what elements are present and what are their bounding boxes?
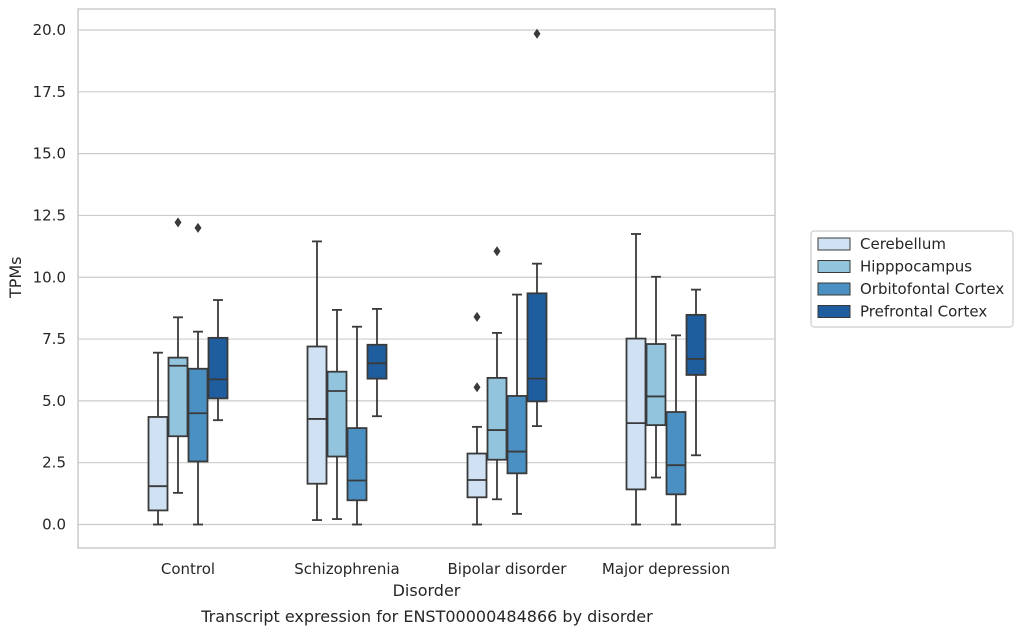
box-prefrontal-cortex <box>207 299 229 422</box>
x-tick-label: Major depression <box>602 560 730 578</box>
box-body <box>625 337 647 491</box>
box-body <box>526 292 548 403</box>
box-prefrontal-cortex <box>685 288 707 457</box>
y-axis-label: TPMs <box>6 256 25 299</box>
legend-label: Hipppocampus <box>860 258 972 276</box>
box-body <box>326 370 348 458</box>
y-tick-label: 10.0 <box>33 268 66 286</box>
box-body <box>346 427 368 502</box>
box-hipppocampus <box>167 217 189 494</box>
x-tick-label: Bipolar disorder <box>448 560 568 578</box>
box-body <box>685 313 707 376</box>
box-prefrontal-cortex <box>366 308 388 418</box>
box-cerebellum <box>625 233 647 526</box>
outlier-point <box>174 217 182 228</box>
outlier-point <box>533 28 541 39</box>
plot-frame <box>77 8 776 549</box>
box-hipppocampus <box>486 246 508 501</box>
legend-swatch <box>817 282 851 296</box>
box-body <box>207 336 229 400</box>
box-cerebellum <box>306 240 328 521</box>
legend-swatch <box>817 260 851 273</box>
box-body <box>506 395 528 475</box>
outlier-point <box>493 246 501 257</box>
box-hipppocampus <box>645 275 667 479</box>
legend-swatch <box>817 237 851 251</box>
legend-frame <box>810 230 1014 328</box>
box-body <box>187 367 209 463</box>
x-tick-labels: Control Schizophrenia Bipolar disorder Majo… <box>161 560 730 578</box>
box-hipppocampus <box>326 309 348 520</box>
box-orbitofontal-cortex <box>506 293 528 515</box>
x-tick-label: Control <box>161 560 215 578</box>
y-tick-label: 20.0 <box>33 21 66 39</box>
box-body <box>665 411 687 496</box>
box-prefrontal-cortex <box>526 28 548 428</box>
box-body <box>645 343 667 427</box>
y-tick-label: 7.5 <box>42 330 66 348</box>
box-body <box>306 345 328 485</box>
box-cerebellum <box>147 351 169 526</box>
legend-label: Orbitofontal Cortex <box>860 280 1004 298</box>
outlier-point <box>473 311 481 322</box>
box-orbitofontal-cortex <box>346 325 368 526</box>
boxes <box>147 28 707 526</box>
box-body <box>147 416 169 512</box>
y-tick-label: 17.5 <box>33 83 66 101</box>
box-cerebellum <box>466 311 488 526</box>
outlier-point <box>194 222 202 233</box>
y-tick-labels: 0.0 2.5 5.0 7.5 10.0 12.5 15.0 17.5 20.0 <box>33 21 66 533</box>
y-tick-label: 5.0 <box>42 392 66 410</box>
box-body <box>167 356 189 438</box>
y-tick-label: 12.5 <box>33 206 66 224</box>
y-tick-label: 0.0 <box>42 516 66 534</box>
x-axis-label: Disorder <box>393 581 461 600</box>
outlier-point <box>473 382 481 393</box>
y-tick-label: 2.5 <box>42 454 66 472</box>
box-body <box>466 452 488 499</box>
box-body <box>486 376 508 461</box>
x-tick-label: Schizophrenia <box>294 560 399 578</box>
box-orbitofontal-cortex <box>187 222 209 526</box>
legend-label: Cerebellum <box>860 235 946 253</box>
legend: Cerebellum Hipppocampus Orbitofontal Corte… <box>810 230 1014 328</box>
chart-caption: Transcript expression for ENST0000048486… <box>200 607 653 626</box>
legend-swatch <box>817 305 851 318</box>
box-body <box>366 343 388 380</box>
box-orbitofontal-cortex <box>665 334 687 526</box>
y-tick-label: 15.0 <box>33 145 66 163</box>
legend-label: Prefrontal Cortex <box>860 303 987 321</box>
